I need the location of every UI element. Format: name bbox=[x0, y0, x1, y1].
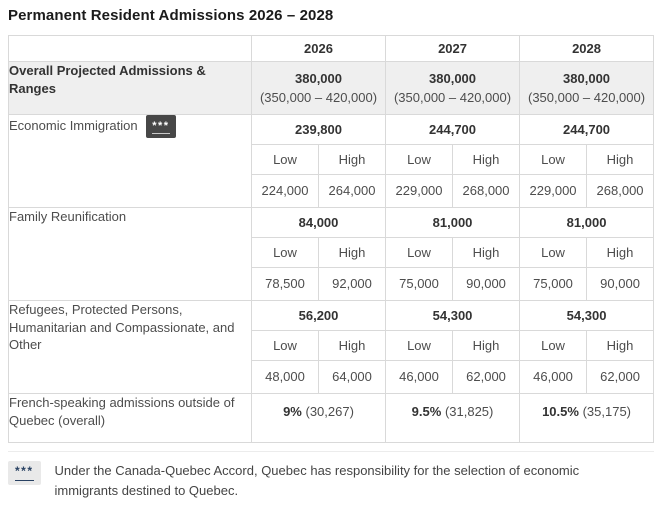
low-header: Low bbox=[519, 330, 588, 362]
refugees-low-2028: 46,000 bbox=[519, 360, 588, 395]
french-cell-2026: 9% (30,267) bbox=[250, 393, 387, 444]
overall-range-value: (350,000 – 420,000) bbox=[259, 89, 378, 105]
refugees-value-row: Refugees, Protected Persons, Humanitaria… bbox=[8, 300, 655, 395]
overall-main-value: 380,000 bbox=[563, 71, 611, 86]
economic-low-2028: 229,000 bbox=[519, 174, 588, 209]
french-cell-2027: 9.5% (31,825) bbox=[385, 393, 521, 444]
economic-row-label: Economic Immigration *** bbox=[8, 114, 252, 209]
low-header: Low bbox=[251, 144, 319, 176]
low-header: Low bbox=[251, 330, 319, 362]
high-header: High bbox=[586, 237, 655, 269]
overall-row-label: Overall Projected Admissions & Ranges bbox=[8, 60, 252, 116]
family-high-2026: 92,000 bbox=[317, 267, 387, 302]
high-header: High bbox=[586, 144, 655, 176]
overall-cell-2027: 380,000 (350,000 – 420,000) bbox=[385, 60, 521, 116]
economic-value-row: Economic Immigration *** 239,800 244,700… bbox=[8, 114, 655, 209]
french-percent: 9% bbox=[283, 404, 302, 420]
high-header: High bbox=[452, 330, 521, 362]
low-header: Low bbox=[251, 237, 319, 269]
low-header: Low bbox=[519, 144, 588, 176]
refugees-high-2028: 62,000 bbox=[586, 360, 655, 395]
french-percent: 10.5% bbox=[542, 404, 579, 420]
family-row-label: Family Reunification bbox=[8, 207, 252, 302]
overall-range-value: (350,000 – 420,000) bbox=[393, 89, 512, 105]
low-header: Low bbox=[385, 144, 454, 176]
admissions-table: 2026 2027 2028 Overall Projected Admissi… bbox=[8, 35, 655, 444]
french-cell-2028: 10.5% (35,175) bbox=[519, 393, 655, 444]
economic-high-2028: 268,000 bbox=[586, 174, 655, 209]
family-low-2027: 75,000 bbox=[385, 267, 454, 302]
refugees-high-2026: 64,000 bbox=[317, 360, 387, 395]
overall-cell-2026: 380,000 (350,000 – 420,000) bbox=[250, 60, 387, 116]
economic-lowhigh-header-row: Low High Low High Low High bbox=[9, 144, 655, 176]
economic-range-row: 224,000 264,000 229,000 268,000 229,000 … bbox=[9, 174, 655, 209]
footnote-marker[interactable]: *** bbox=[8, 461, 41, 486]
year-header-2026: 2026 bbox=[250, 35, 387, 62]
family-total-2026: 84,000 bbox=[250, 207, 387, 239]
year-header-2028: 2028 bbox=[519, 35, 655, 62]
french-count: (30,267) bbox=[305, 404, 354, 420]
year-header-2027: 2027 bbox=[385, 35, 521, 62]
french-row-label: French-speaking admissions outside of Qu… bbox=[8, 393, 252, 444]
economic-total-2026: 239,800 bbox=[250, 114, 387, 146]
economic-total-2027: 244,700 bbox=[385, 114, 521, 146]
refugees-high-2027: 62,000 bbox=[452, 360, 521, 395]
french-percent: 9.5% bbox=[411, 404, 442, 420]
high-header: High bbox=[586, 330, 655, 362]
overall-main-value: 380,000 bbox=[429, 71, 477, 86]
economic-high-2026: 264,000 bbox=[317, 174, 387, 209]
overall-range-value: (350,000 – 420,000) bbox=[527, 89, 646, 105]
high-header: High bbox=[317, 144, 387, 176]
high-header: High bbox=[452, 144, 521, 176]
family-low-2028: 75,000 bbox=[519, 267, 588, 302]
refugees-low-2027: 46,000 bbox=[385, 360, 454, 395]
overall-main-value: 380,000 bbox=[295, 71, 342, 86]
family-total-2028: 81,000 bbox=[519, 207, 655, 239]
french-count: (31,825) bbox=[444, 404, 494, 420]
asterisks-icon: *** bbox=[152, 120, 170, 135]
refugees-total-2027: 54,300 bbox=[385, 300, 521, 332]
family-value-row: Family Reunification 84,000 81,000 81,00… bbox=[8, 207, 655, 302]
page-title: Permanent Resident Admissions 2026 – 202… bbox=[8, 7, 334, 24]
footnote-section: *** Under the Canada-Quebec Accord, Queb… bbox=[8, 451, 654, 500]
high-header: High bbox=[317, 330, 387, 362]
french-row: French-speaking admissions outside of Qu… bbox=[8, 393, 655, 444]
family-lowhigh-header-row: Low High Low High Low High bbox=[9, 237, 655, 269]
year-header-row: 2026 2027 2028 bbox=[8, 35, 655, 62]
footnote-text: Under the Canada-Quebec Accord, Quebec h… bbox=[54, 463, 580, 498]
footnote-badge[interactable]: *** bbox=[146, 115, 176, 138]
economic-low-2027: 229,000 bbox=[385, 174, 454, 209]
family-range-row: 78,500 92,000 75,000 90,000 75,000 90,00… bbox=[9, 267, 655, 302]
overall-row: Overall Projected Admissions & Ranges 38… bbox=[8, 60, 655, 116]
economic-high-2027: 268,000 bbox=[452, 174, 521, 209]
family-total-2027: 81,000 bbox=[385, 207, 521, 239]
low-header: Low bbox=[385, 237, 454, 269]
refugees-row-label: Refugees, Protected Persons, Humanitaria… bbox=[8, 300, 252, 395]
family-high-2027: 90,000 bbox=[452, 267, 521, 302]
high-header: High bbox=[317, 237, 387, 269]
overall-cell-2028: 380,000 (350,000 – 420,000) bbox=[519, 60, 655, 116]
refugees-lowhigh-header-row: Low High Low High Low High bbox=[9, 330, 655, 362]
asterisks-icon: *** bbox=[15, 464, 34, 482]
economic-low-2026: 224,000 bbox=[251, 174, 319, 209]
french-count: (35,175) bbox=[582, 404, 631, 420]
family-low-2026: 78,500 bbox=[251, 267, 319, 302]
economic-total-2028: 244,700 bbox=[519, 114, 655, 146]
corner-cell bbox=[8, 35, 252, 62]
low-header: Low bbox=[385, 330, 454, 362]
refugees-total-2026: 56,200 bbox=[250, 300, 387, 332]
category-label: Economic Immigration bbox=[9, 118, 138, 134]
high-header: High bbox=[452, 237, 521, 269]
refugees-low-2026: 48,000 bbox=[251, 360, 319, 395]
low-header: Low bbox=[519, 237, 588, 269]
family-high-2028: 90,000 bbox=[586, 267, 655, 302]
refugees-total-2028: 54,300 bbox=[519, 300, 655, 332]
